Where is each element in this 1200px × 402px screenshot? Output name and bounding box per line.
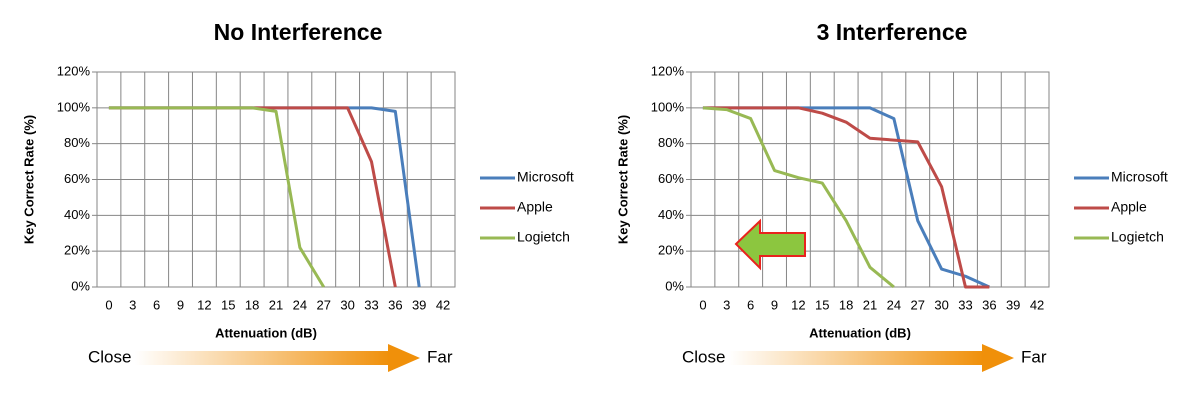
plot-border [690,71,1050,288]
x-tick-label: 21 [269,297,283,312]
x-tick-label: 0 [699,297,706,312]
y-tick-label: 100% [651,99,685,114]
x-tick-label: 15 [815,297,829,312]
chart-title: No Interference [214,19,383,45]
x-tick-label: 12 [197,297,211,312]
x-tick-label: 27 [910,297,924,312]
x-tick-label: 36 [388,297,402,312]
y-tick-label: 80% [658,135,684,150]
x-axis-title: Attenuation (dB) [809,325,911,340]
x-tick-label: 39 [1006,297,1020,312]
legend-label: Logietch [517,229,570,245]
x-tick-label: 42 [1030,297,1044,312]
y-tick-label: 80% [64,135,90,150]
plot-border [96,71,456,288]
x-tick-label: 33 [364,297,378,312]
x-tick-label: 3 [723,297,730,312]
x-tick-label: 18 [245,297,259,312]
distance-arrow-head [982,344,1014,372]
y-tick-label: 0% [665,278,684,293]
series-line [702,106,895,289]
series-line [108,106,397,288]
x-tick-label: 6 [153,297,160,312]
x-tick-label: 0 [105,297,112,312]
x-tick-label: 24 [293,297,307,312]
x-tick-label: 33 [958,297,972,312]
x-tick-label: 9 [177,297,184,312]
x-tick-label: 18 [839,297,853,312]
interference-arrow [734,218,806,271]
y-tick-label: 0% [71,278,90,293]
y-tick-label: 60% [64,171,90,186]
series-line [108,106,326,288]
legend-label: Apple [1111,199,1147,215]
y-axis-title: Key Correct Rate (%) [615,115,630,244]
chart-title: 3 Interference [817,19,968,45]
y-tick-label: 20% [658,243,684,258]
y-tick-label: 100% [57,99,91,114]
series-line [702,106,990,289]
annotation: Far [427,347,453,366]
y-axis-title: Key Correct Rate (%) [21,115,36,244]
legend-label: Apple [517,199,553,215]
annotation: Close [88,347,131,366]
x-tick-label: 21 [863,297,877,312]
x-tick-label: 15 [221,297,235,312]
annotation: Far [1021,347,1047,366]
distance-arrow-body [135,351,390,365]
y-tick-label: 120% [57,63,91,78]
y-tick-label: 40% [64,207,90,222]
x-tick-label: 24 [887,297,901,312]
x-tick-label: 30 [934,297,948,312]
x-tick-label: 27 [316,297,330,312]
series-line [702,106,990,289]
y-tick-label: 40% [658,207,684,222]
legend-label: Microsoft [517,169,574,185]
x-tick-label: 42 [436,297,450,312]
y-tick-label: 60% [658,171,684,186]
distance-arrow-body [729,351,984,365]
x-tick-label: 12 [791,297,805,312]
x-tick-label: 6 [747,297,754,312]
x-tick-label: 9 [771,297,778,312]
x-tick-label: 3 [129,297,136,312]
legend-label: Microsoft [1111,169,1168,185]
x-tick-label: 39 [412,297,426,312]
legend-label: Logietch [1111,229,1164,245]
x-tick-label: 30 [340,297,354,312]
annotation: Close [682,347,725,366]
y-tick-label: 120% [651,63,685,78]
y-tick-label: 20% [64,243,90,258]
x-axis-title: Attenuation (dB) [215,325,317,340]
x-tick-label: 36 [982,297,996,312]
distance-arrow-head [388,344,420,372]
